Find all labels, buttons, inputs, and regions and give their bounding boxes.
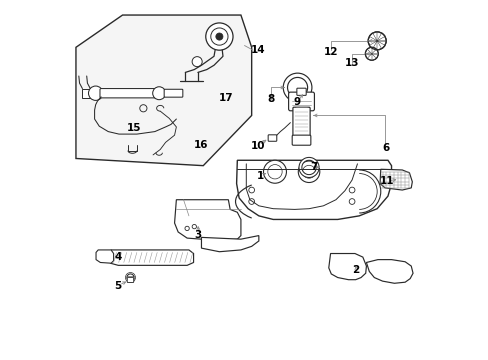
Circle shape	[348, 187, 354, 193]
FancyBboxPatch shape	[292, 135, 310, 145]
Text: 3: 3	[194, 230, 201, 239]
Circle shape	[184, 226, 189, 230]
FancyBboxPatch shape	[82, 89, 90, 98]
Polygon shape	[328, 253, 366, 280]
Circle shape	[152, 87, 165, 100]
Polygon shape	[76, 15, 251, 166]
Circle shape	[210, 28, 227, 45]
Text: 4: 4	[114, 252, 122, 262]
Text: 12: 12	[324, 46, 338, 57]
Text: 2: 2	[351, 265, 359, 275]
Polygon shape	[379, 169, 411, 190]
Text: 9: 9	[293, 97, 300, 107]
Text: 10: 10	[250, 141, 265, 151]
Text: 17: 17	[218, 93, 233, 103]
Polygon shape	[201, 235, 258, 252]
Text: 8: 8	[266, 94, 274, 104]
FancyBboxPatch shape	[267, 135, 276, 141]
Polygon shape	[174, 200, 241, 240]
Text: 6: 6	[382, 143, 389, 153]
Circle shape	[348, 199, 354, 204]
Circle shape	[215, 33, 223, 40]
Circle shape	[248, 187, 254, 193]
Polygon shape	[110, 250, 193, 265]
Circle shape	[367, 32, 386, 50]
Circle shape	[88, 86, 102, 100]
FancyBboxPatch shape	[296, 88, 305, 95]
Polygon shape	[96, 250, 113, 263]
Polygon shape	[366, 260, 412, 283]
FancyBboxPatch shape	[127, 278, 133, 283]
Text: 5: 5	[114, 281, 122, 291]
Circle shape	[263, 160, 286, 183]
Polygon shape	[236, 160, 391, 220]
Text: 14: 14	[250, 45, 265, 55]
Text: 13: 13	[344, 58, 359, 68]
Text: 1: 1	[257, 171, 264, 181]
Text: 16: 16	[193, 140, 207, 150]
Circle shape	[192, 57, 202, 67]
Circle shape	[126, 274, 134, 281]
FancyBboxPatch shape	[164, 89, 183, 97]
FancyBboxPatch shape	[100, 89, 156, 98]
FancyBboxPatch shape	[292, 107, 309, 138]
Circle shape	[205, 23, 233, 50]
Circle shape	[365, 47, 378, 60]
FancyBboxPatch shape	[288, 92, 314, 111]
Text: 11: 11	[379, 176, 394, 186]
Circle shape	[248, 199, 254, 204]
Text: 15: 15	[127, 123, 142, 133]
Text: 7: 7	[309, 162, 317, 172]
Circle shape	[192, 225, 196, 229]
